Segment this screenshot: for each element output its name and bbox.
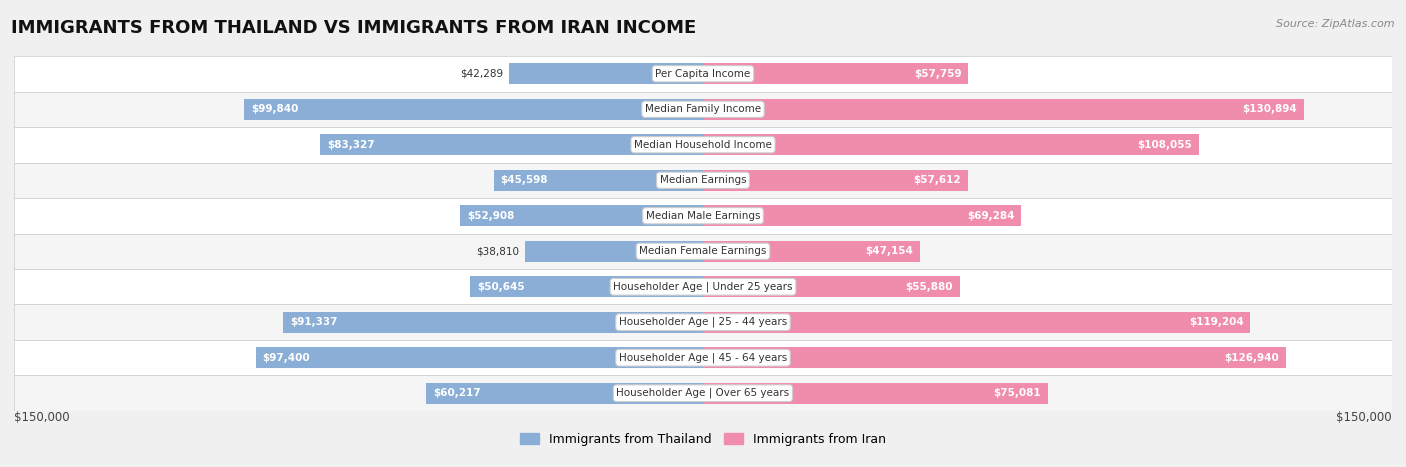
- Bar: [703, 205, 1021, 226]
- FancyBboxPatch shape: [14, 163, 1392, 198]
- Text: $119,204: $119,204: [1189, 317, 1243, 327]
- Text: $69,284: $69,284: [967, 211, 1014, 221]
- FancyBboxPatch shape: [14, 127, 1392, 163]
- Bar: [703, 99, 1305, 120]
- FancyBboxPatch shape: [14, 234, 1392, 269]
- Bar: [524, 241, 703, 262]
- Text: Median Earnings: Median Earnings: [659, 175, 747, 185]
- Bar: [245, 99, 703, 120]
- Text: $83,327: $83,327: [328, 140, 375, 150]
- Bar: [494, 170, 703, 191]
- Bar: [703, 64, 969, 84]
- Bar: [256, 347, 703, 368]
- Text: $47,154: $47,154: [865, 246, 912, 256]
- Bar: [703, 241, 920, 262]
- Bar: [284, 312, 703, 333]
- FancyBboxPatch shape: [14, 304, 1392, 340]
- Text: $126,940: $126,940: [1225, 353, 1279, 363]
- Text: $97,400: $97,400: [263, 353, 311, 363]
- Bar: [703, 383, 1047, 403]
- Bar: [703, 347, 1286, 368]
- Text: $52,908: $52,908: [467, 211, 515, 221]
- Text: Source: ZipAtlas.com: Source: ZipAtlas.com: [1277, 19, 1395, 28]
- Bar: [703, 134, 1199, 155]
- Text: Median Household Income: Median Household Income: [634, 140, 772, 150]
- FancyBboxPatch shape: [14, 340, 1392, 375]
- Text: $42,289: $42,289: [460, 69, 503, 79]
- FancyBboxPatch shape: [14, 375, 1392, 411]
- FancyBboxPatch shape: [14, 269, 1392, 304]
- Bar: [471, 276, 703, 297]
- Text: IMMIGRANTS FROM THAILAND VS IMMIGRANTS FROM IRAN INCOME: IMMIGRANTS FROM THAILAND VS IMMIGRANTS F…: [11, 19, 696, 37]
- Text: $75,081: $75,081: [993, 388, 1040, 398]
- Legend: Immigrants from Thailand, Immigrants from Iran: Immigrants from Thailand, Immigrants fro…: [515, 428, 891, 451]
- Bar: [509, 64, 703, 84]
- Text: $45,598: $45,598: [501, 175, 548, 185]
- Text: Median Male Earnings: Median Male Earnings: [645, 211, 761, 221]
- Text: $150,000: $150,000: [1336, 411, 1392, 424]
- Text: Median Female Earnings: Median Female Earnings: [640, 246, 766, 256]
- Text: Median Family Income: Median Family Income: [645, 104, 761, 114]
- Text: $38,810: $38,810: [477, 246, 519, 256]
- Bar: [703, 312, 1250, 333]
- Text: $108,055: $108,055: [1137, 140, 1192, 150]
- Bar: [703, 170, 967, 191]
- Text: Householder Age | 45 - 64 years: Householder Age | 45 - 64 years: [619, 353, 787, 363]
- Bar: [321, 134, 703, 155]
- Text: $57,759: $57,759: [914, 69, 962, 79]
- FancyBboxPatch shape: [14, 198, 1392, 234]
- FancyBboxPatch shape: [14, 56, 1392, 92]
- Text: $57,612: $57,612: [912, 175, 960, 185]
- Bar: [703, 276, 960, 297]
- Text: $50,645: $50,645: [477, 282, 524, 292]
- Bar: [460, 205, 703, 226]
- Text: Householder Age | 25 - 44 years: Householder Age | 25 - 44 years: [619, 317, 787, 327]
- Text: $60,217: $60,217: [433, 388, 481, 398]
- Text: Householder Age | Over 65 years: Householder Age | Over 65 years: [616, 388, 790, 398]
- Text: Per Capita Income: Per Capita Income: [655, 69, 751, 79]
- Text: $130,894: $130,894: [1243, 104, 1298, 114]
- FancyBboxPatch shape: [14, 92, 1392, 127]
- Text: $99,840: $99,840: [252, 104, 298, 114]
- Text: Householder Age | Under 25 years: Householder Age | Under 25 years: [613, 282, 793, 292]
- Text: $91,337: $91,337: [291, 317, 337, 327]
- Bar: [426, 383, 703, 403]
- Text: $150,000: $150,000: [14, 411, 70, 424]
- Text: $55,880: $55,880: [905, 282, 953, 292]
